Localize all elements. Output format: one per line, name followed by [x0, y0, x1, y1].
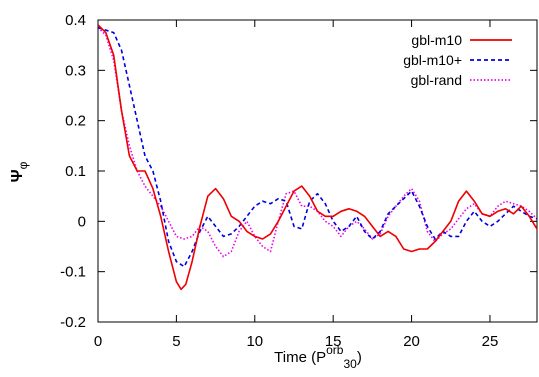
x-tick-label: 15: [325, 333, 342, 350]
x-axis-label-main: Time (P: [274, 349, 326, 366]
x-tick-label: 5: [172, 333, 180, 350]
y-tick-label: 0.2: [65, 113, 86, 130]
series-group: [98, 24, 537, 291]
legend-label: gbl-m10+: [403, 52, 462, 68]
series-line-gbl-rand: [98, 27, 537, 258]
x-axis-ticks: 0 5 10 15 20 25: [94, 20, 498, 350]
plot-frame: [97, 19, 538, 323]
y-axis-label-sub: φ: [16, 161, 30, 169]
series-line-gbl-m10+: [98, 26, 537, 268]
y-tick-label: -0.1: [60, 264, 86, 281]
plot-area: -0.2 -0.1 0 0.1 0.2 0.3 0.4 0 5 10 15 20 25: [60, 12, 538, 350]
x-axis-label-sup: orb: [326, 343, 344, 357]
y-axis-label-main: Ψ: [9, 169, 26, 182]
x-tick-label: 25: [482, 333, 499, 350]
y-tick-label: 0.4: [65, 12, 86, 29]
legend-label: gbl-m10: [411, 32, 462, 48]
x-tick-label: 10: [246, 333, 263, 350]
y-tick-label: 0.1: [65, 163, 86, 180]
y-tick-label: 0.3: [65, 62, 86, 79]
legend: gbl-m10 gbl-m10+ gbl-rand: [403, 32, 512, 88]
x-axis-label-sub: 30: [343, 357, 357, 371]
x-tick-label: 0: [94, 333, 102, 350]
series-line-gbl-m10: [98, 24, 537, 291]
x-axis-label: Time (Porb30): [274, 343, 362, 371]
y-axis-label: Ψφ: [9, 161, 30, 182]
legend-label: gbl-rand: [411, 72, 462, 88]
y-tick-label: -0.2: [60, 314, 86, 331]
x-axis-label-close: ): [357, 349, 362, 366]
x-tick-label: 20: [403, 333, 420, 350]
y-axis-ticks: -0.2 -0.1 0 0.1 0.2 0.3 0.4: [60, 12, 537, 331]
y-tick-label: 0: [78, 213, 86, 230]
